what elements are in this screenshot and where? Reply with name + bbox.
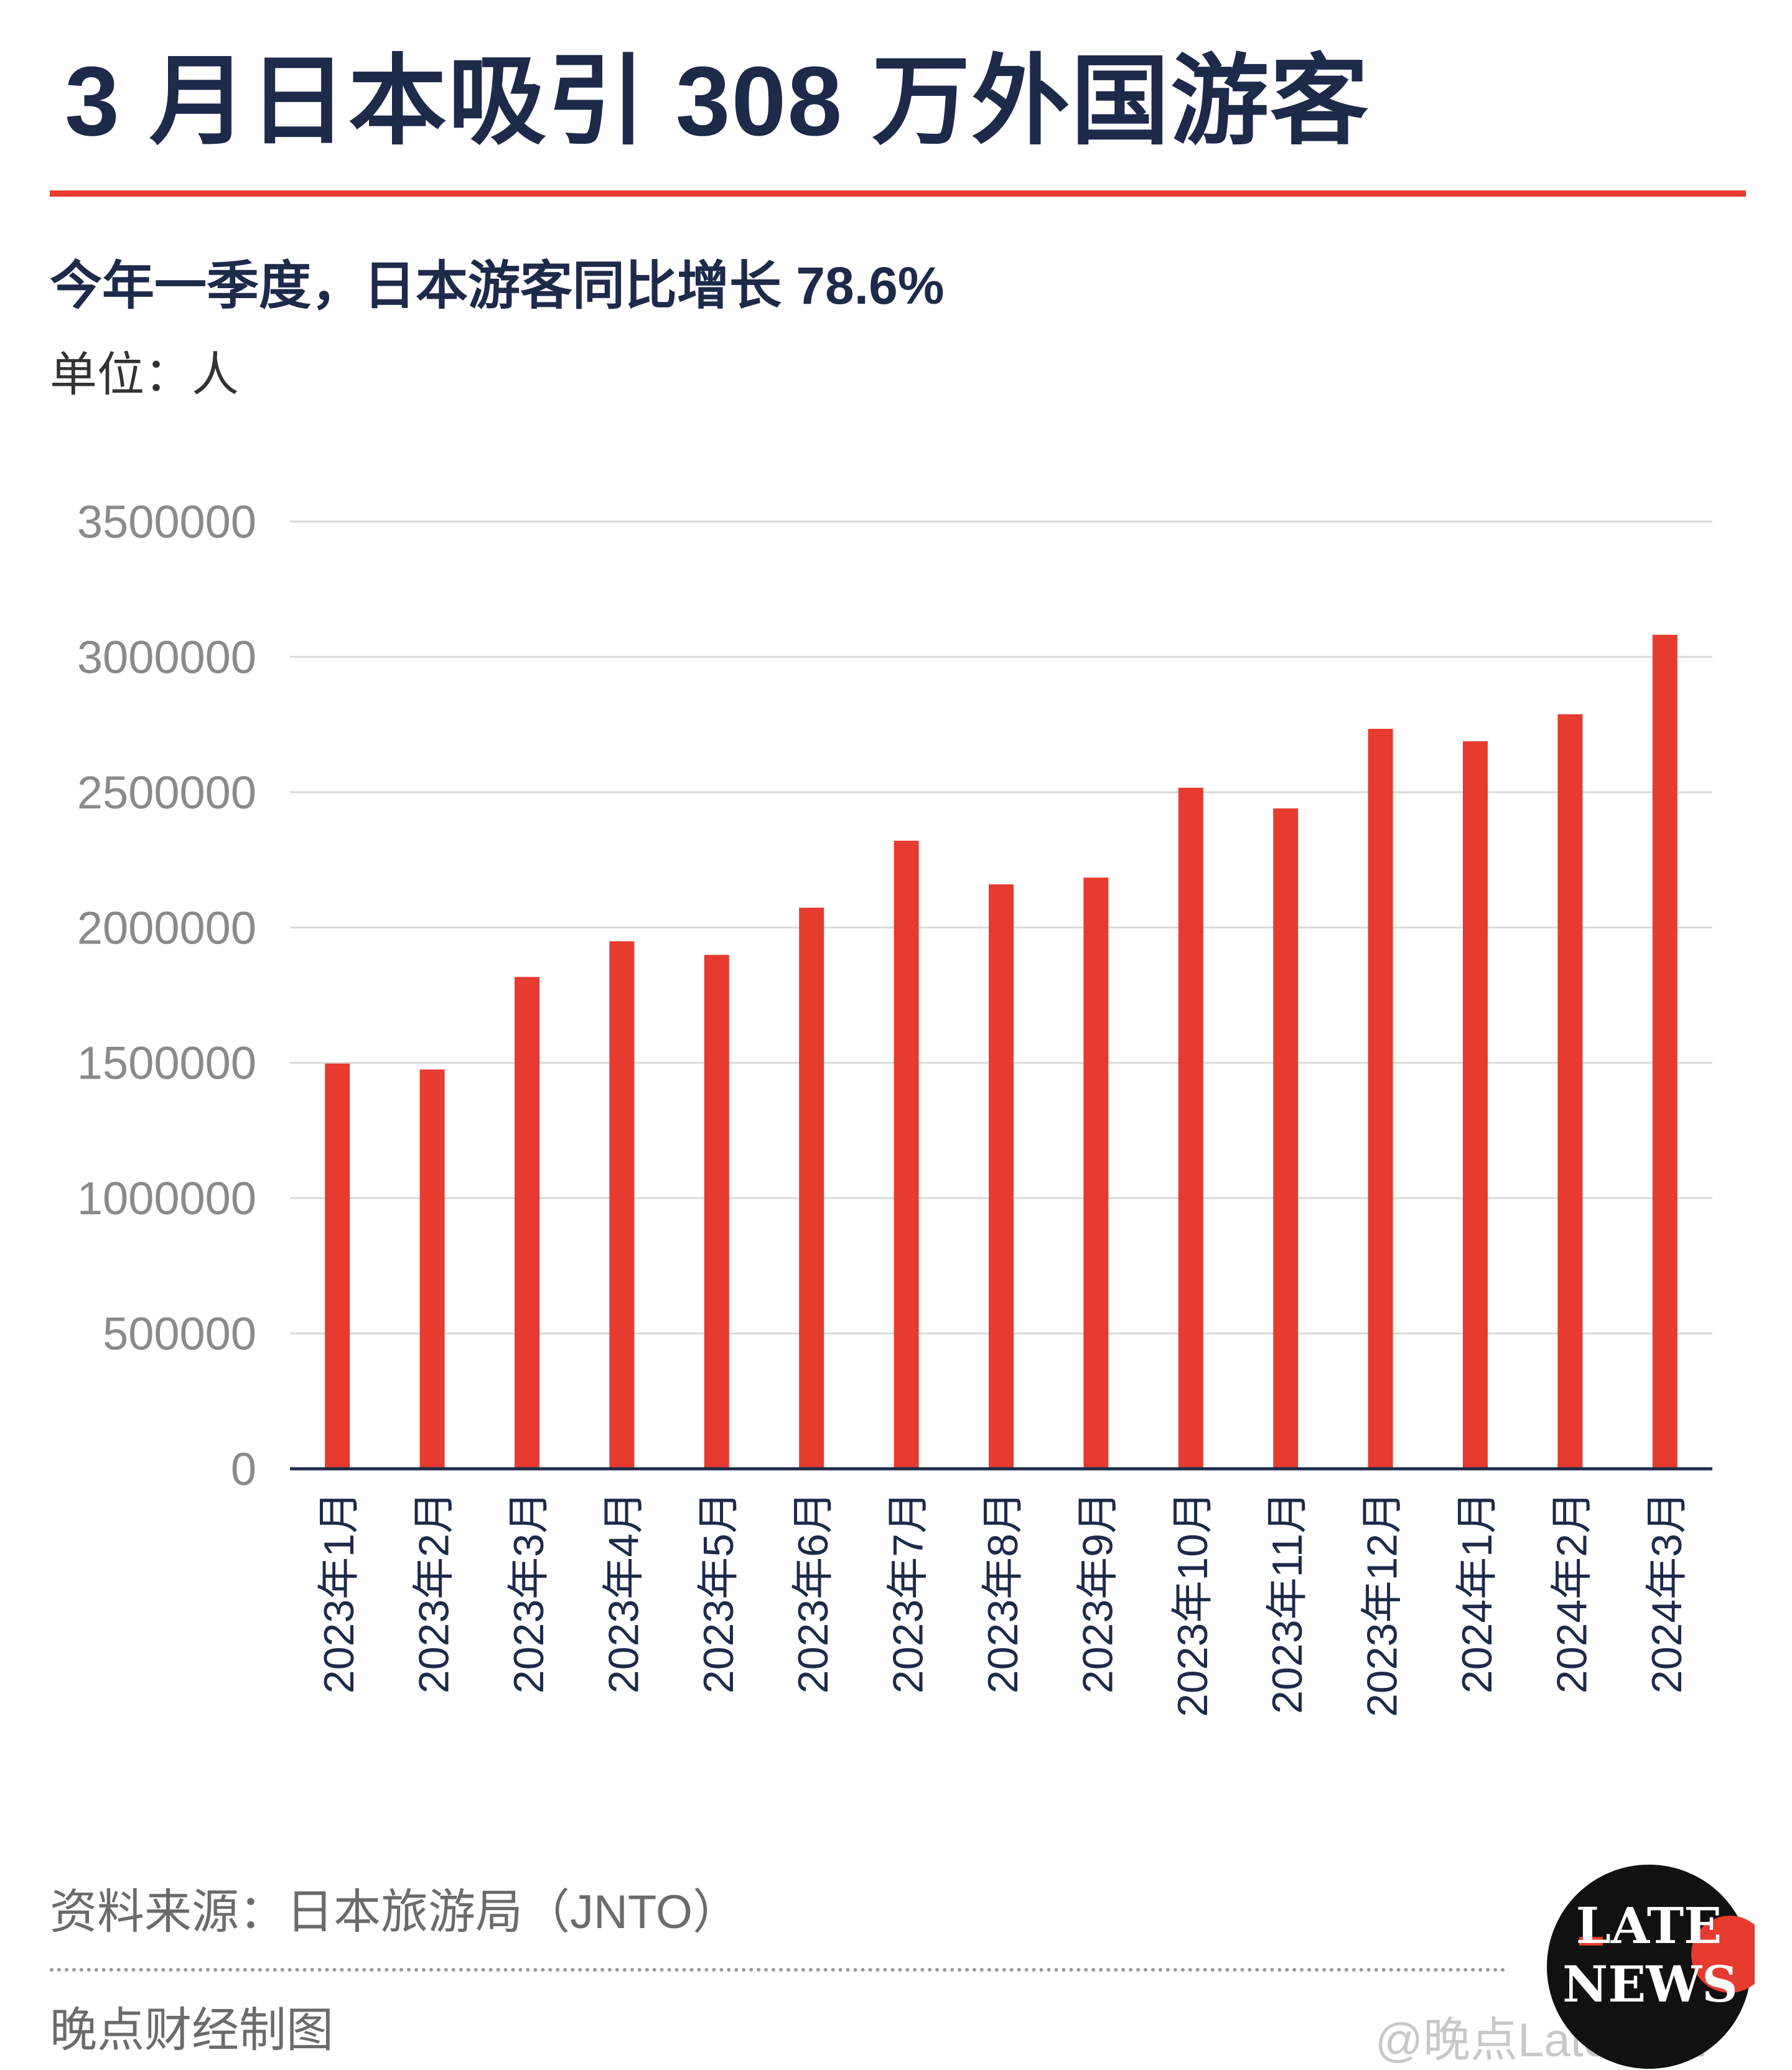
- bar-12: [1368, 729, 1393, 1469]
- y-tick-label: 1000000: [77, 1173, 256, 1224]
- chart-subtitle: 今年一季度，日本游客同比增长 78.6%: [50, 256, 945, 315]
- logo-line-1: LATE: [1576, 1896, 1722, 1955]
- footer-divider: [50, 1968, 1506, 1972]
- bar-10: [1178, 787, 1203, 1469]
- bar-5: [704, 955, 729, 1469]
- x-tick-label: 2024年2月: [1548, 1491, 1595, 1693]
- x-tick-label: 2023年4月: [600, 1491, 647, 1693]
- x-tick-label: 2023年8月: [979, 1491, 1027, 1693]
- x-axis-tick-labels: 2023年1月 2023年2月 2023年3月 2023年4月 2023年5月 2023年…: [315, 1491, 1691, 1717]
- bar-9: [1083, 878, 1109, 1469]
- y-tick-label: 500000: [103, 1308, 256, 1360]
- x-tick-label: 2024年3月: [1643, 1491, 1691, 1693]
- y-tick-label: 2000000: [77, 902, 256, 953]
- y-tick-label: 3500000: [77, 496, 256, 548]
- x-tick-label: 2023年7月: [885, 1491, 932, 1693]
- x-tick-label: 2024年1月: [1454, 1491, 1501, 1693]
- bar-1: [325, 1063, 350, 1469]
- y-axis-tick-labels: 0 500000 1000000 1500000 2000000 2500000 30000…: [77, 496, 256, 1495]
- bar-13: [1463, 741, 1488, 1469]
- x-tick-label: 2023年5月: [695, 1491, 742, 1693]
- bar-3: [515, 976, 539, 1469]
- x-tick-label: 2023年11月: [1264, 1491, 1311, 1714]
- x-tick-label: 2023年3月: [505, 1491, 553, 1693]
- credit-note: 晚点财经制图: [50, 2004, 334, 2057]
- bar-8: [989, 884, 1014, 1469]
- x-tick-label: 2023年2月: [411, 1491, 458, 1693]
- bar-2: [419, 1069, 445, 1469]
- x-tick-label: 2023年1月: [315, 1491, 363, 1693]
- late-news-logo: LATE NEWS: [1547, 1865, 1755, 2069]
- source-note: 资料来源：日本旅游局（JNTO）: [50, 1886, 740, 1939]
- y-tick-label: 3000000: [77, 631, 256, 683]
- x-tick-label: 2023年10月: [1169, 1491, 1216, 1717]
- page-title: 3 月日本吸引 308 万外国游客: [65, 47, 1370, 156]
- bar-4: [609, 941, 635, 1469]
- bar-chart: 0 500000 1000000 1500000 2000000 2500000 30000…: [77, 496, 1712, 1717]
- unit-label: 单位：人: [50, 349, 239, 401]
- bar-6: [799, 907, 824, 1469]
- x-tick-label: 2023年6月: [790, 1491, 837, 1693]
- logo-line-2: NEWS: [1562, 1955, 1738, 2013]
- x-tick-label: 2023年9月: [1074, 1491, 1121, 1693]
- x-tick-label: 2023年12月: [1359, 1491, 1406, 1717]
- y-tick-label: 0: [231, 1443, 256, 1495]
- bar-14: [1557, 714, 1583, 1469]
- title-divider: [50, 190, 1746, 197]
- y-tick-label: 1500000: [77, 1037, 256, 1089]
- bar-11: [1273, 808, 1299, 1469]
- y-tick-label: 2500000: [77, 767, 256, 818]
- bar-7: [894, 840, 919, 1469]
- bars: [325, 634, 1678, 1469]
- bar-15: [1652, 634, 1678, 1469]
